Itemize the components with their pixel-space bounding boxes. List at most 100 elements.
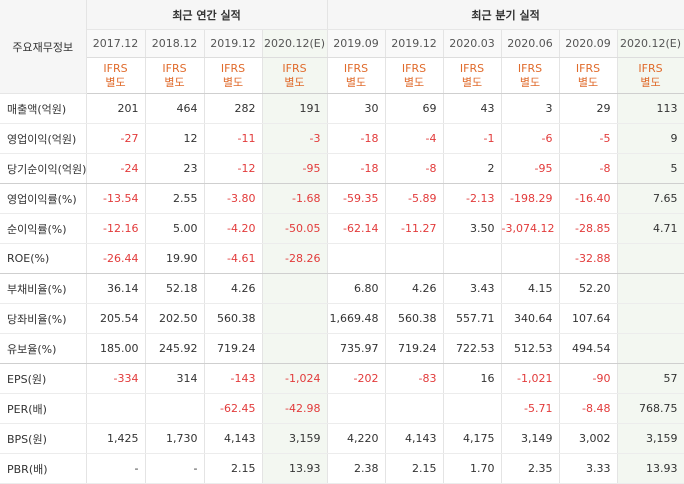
table-cell (385, 393, 444, 424)
table-cell: 719.24 (385, 333, 444, 364)
table-cell: -95 (501, 153, 560, 184)
table-cell: 3,159 (262, 423, 328, 454)
period-header: 2020.12(E) (262, 29, 328, 58)
table-row: 유보율(%) 185.00 245.92 719.24 735.97 719.24 722.… (0, 333, 684, 364)
table-cell (443, 243, 502, 274)
table-cell: 722.53 (443, 333, 502, 364)
standard-sublabel: 별도 (345, 75, 367, 89)
table-cell: -59.35 (327, 183, 386, 214)
table-cell: -334 (86, 363, 146, 394)
table-cell: 205.54 (86, 303, 146, 334)
table-cell: 3,159 (617, 423, 684, 454)
accounting-standard-header: IFRS 별도 (501, 57, 560, 94)
accounting-standard-header: IFRS 별도 (617, 57, 684, 94)
accounting-standard-header: IFRS 별도 (145, 57, 205, 94)
table-cell: -2.13 (443, 183, 502, 214)
row-label: 유보율(%) (0, 333, 87, 364)
table-cell: 1,425 (86, 423, 146, 454)
accounting-standard-header: IFRS 별도 (443, 57, 502, 94)
accounting-standard-header: IFRS 별도 (262, 57, 328, 94)
standard-label: IFRS (638, 61, 663, 75)
table-cell (145, 393, 205, 424)
row-label: BPS(원) (0, 423, 87, 454)
table-cell: 719.24 (204, 333, 263, 364)
standard-sublabel: 별도 (105, 75, 126, 89)
row-label: EPS(원) (0, 363, 87, 394)
standard-label: IFRS (220, 61, 246, 75)
period-header: 2020.03 (443, 29, 502, 58)
table-cell: -5.71 (501, 393, 560, 424)
standard-sublabel: 별도 (403, 75, 425, 89)
table-cell: 69 (385, 93, 444, 124)
period-header: 2020.09 (559, 29, 618, 58)
table-cell: 3.33 (559, 453, 618, 484)
table-cell: 2.35 (501, 453, 560, 484)
table-cell: 12 (145, 123, 205, 154)
row-label: 부채비율(%) (0, 273, 87, 304)
table-cell: -3 (262, 123, 328, 154)
table-cell: 1,730 (145, 423, 205, 454)
table-cell: 340.64 (501, 303, 560, 334)
table-cell: 4,143 (385, 423, 444, 454)
table-cell: 16 (443, 363, 502, 394)
table-cell: 2.15 (204, 453, 263, 484)
row-label-header: 주요재무정보 (0, 0, 87, 94)
table-cell: 2.15 (385, 453, 444, 484)
table-cell: 4,175 (443, 423, 502, 454)
row-label: 매출액(억원) (0, 93, 87, 124)
table-cell: -13.54 (86, 183, 146, 214)
table-cell: -28.26 (262, 243, 328, 274)
table-cell: 19.90 (145, 243, 205, 274)
table-cell (262, 303, 328, 334)
table-cell: 6.80 (327, 273, 386, 304)
table-cell: 23 (145, 153, 205, 184)
row-label: PER(배) (0, 393, 87, 424)
table-cell: 185.00 (86, 333, 146, 364)
standard-header-row: IFRS 별도 IFRS 별도 IFRS 별도 IFRS 별도 IFRS 별도 IFRS 별도 IFRS… (0, 57, 684, 94)
row-label: ROE(%) (0, 243, 87, 274)
table-cell: 13.93 (262, 453, 328, 484)
table-cell: -1,021 (501, 363, 560, 394)
table-row: EPS(원) -334 314 -143 -1,024 -202 -83 16 -1,021 -9… (0, 363, 684, 394)
table-cell: 113 (617, 93, 684, 124)
table-cell (617, 303, 684, 334)
table-cell: -26.44 (86, 243, 146, 274)
table-cell: 282 (204, 93, 263, 124)
row-label: 당기순이익(억원) (0, 153, 87, 184)
standard-sublabel: 별도 (284, 75, 305, 89)
table-cell: 560.38 (385, 303, 444, 334)
standard-label: IFRS (517, 61, 543, 75)
standard-label: IFRS (162, 61, 187, 75)
period-header: 2018.12 (145, 29, 205, 58)
table-cell: 3.50 (443, 213, 502, 244)
table-cell: -95 (262, 153, 328, 184)
table-row: 부채비율(%) 36.14 52.18 4.26 6.80 4.26 3.43 4.15 52.… (0, 273, 684, 304)
table-cell (501, 243, 560, 274)
standard-sublabel: 별도 (164, 75, 185, 89)
period-header: 2019.09 (327, 29, 386, 58)
table-cell: -11 (204, 123, 263, 154)
table-cell: 5.00 (145, 213, 205, 244)
table-cell: -202 (327, 363, 386, 394)
table-cell (617, 333, 684, 364)
standard-label: IFRS (343, 61, 369, 75)
table-cell: 4.26 (385, 273, 444, 304)
table-cell: -198.29 (501, 183, 560, 214)
table-cell: 4.15 (501, 273, 560, 304)
row-label: 당좌비율(%) (0, 303, 87, 334)
table-row: 당기순이익(억원) -24 23 -12 -95 -18 -8 2 -95 -8 5 (0, 153, 684, 184)
table-cell: -5 (559, 123, 618, 154)
table-cell: -18 (327, 123, 386, 154)
table-cell: 2.38 (327, 453, 386, 484)
table-cell: 201 (86, 93, 146, 124)
table-cell: -83 (385, 363, 444, 394)
period-header: 2017.12 (86, 29, 146, 58)
table-cell (262, 333, 328, 364)
table-row: 영업이익률(%) -13.54 2.55 -3.80 -1.68 -59.35 -5.89-… (0, 183, 684, 214)
table-cell: 557.71 (443, 303, 502, 334)
annual-group-header: 최근 연간 실적 (86, 0, 328, 30)
table-cell: -50.05 (262, 213, 328, 244)
table-cell: 52.20 (559, 273, 618, 304)
table-cell: -11.27 (385, 213, 444, 244)
